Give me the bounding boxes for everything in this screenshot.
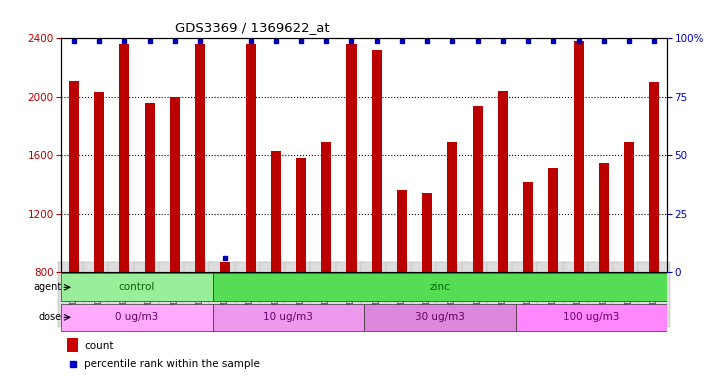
Bar xyxy=(624,142,634,272)
Text: 0 ug/m3: 0 ug/m3 xyxy=(115,312,159,322)
Bar xyxy=(364,303,516,331)
Bar xyxy=(549,169,558,272)
Bar xyxy=(397,190,407,272)
Bar xyxy=(69,81,79,272)
Bar xyxy=(94,93,105,272)
Bar xyxy=(170,97,180,272)
Text: percentile rank within the sample: percentile rank within the sample xyxy=(84,359,260,369)
Bar xyxy=(195,44,205,272)
Bar xyxy=(144,103,154,272)
Text: 100 ug/m3: 100 ug/m3 xyxy=(563,312,619,322)
Text: control: control xyxy=(119,282,155,292)
Bar xyxy=(448,142,458,272)
Bar xyxy=(372,50,382,272)
Bar xyxy=(67,338,79,353)
Bar xyxy=(523,182,533,272)
Bar xyxy=(599,163,609,272)
Bar xyxy=(271,151,281,272)
Bar xyxy=(423,193,433,272)
Bar xyxy=(213,303,364,331)
Bar xyxy=(61,303,213,331)
Text: zinc: zinc xyxy=(430,282,450,292)
Bar xyxy=(650,82,660,272)
Bar xyxy=(473,106,483,272)
Bar xyxy=(516,303,667,331)
Text: GDS3369 / 1369622_at: GDS3369 / 1369622_at xyxy=(175,21,329,34)
Bar xyxy=(498,91,508,272)
Bar xyxy=(120,44,130,272)
Bar xyxy=(296,158,306,272)
Bar xyxy=(221,262,231,272)
Text: dose: dose xyxy=(38,312,61,322)
Bar xyxy=(322,142,332,272)
Bar xyxy=(347,44,357,272)
Bar xyxy=(245,44,256,272)
Bar xyxy=(213,273,667,301)
Bar xyxy=(574,41,584,272)
Text: count: count xyxy=(84,341,114,351)
Text: 10 ug/m3: 10 ug/m3 xyxy=(263,312,314,322)
Text: agent: agent xyxy=(33,282,61,292)
Text: 30 ug/m3: 30 ug/m3 xyxy=(415,312,465,322)
Bar xyxy=(61,273,213,301)
